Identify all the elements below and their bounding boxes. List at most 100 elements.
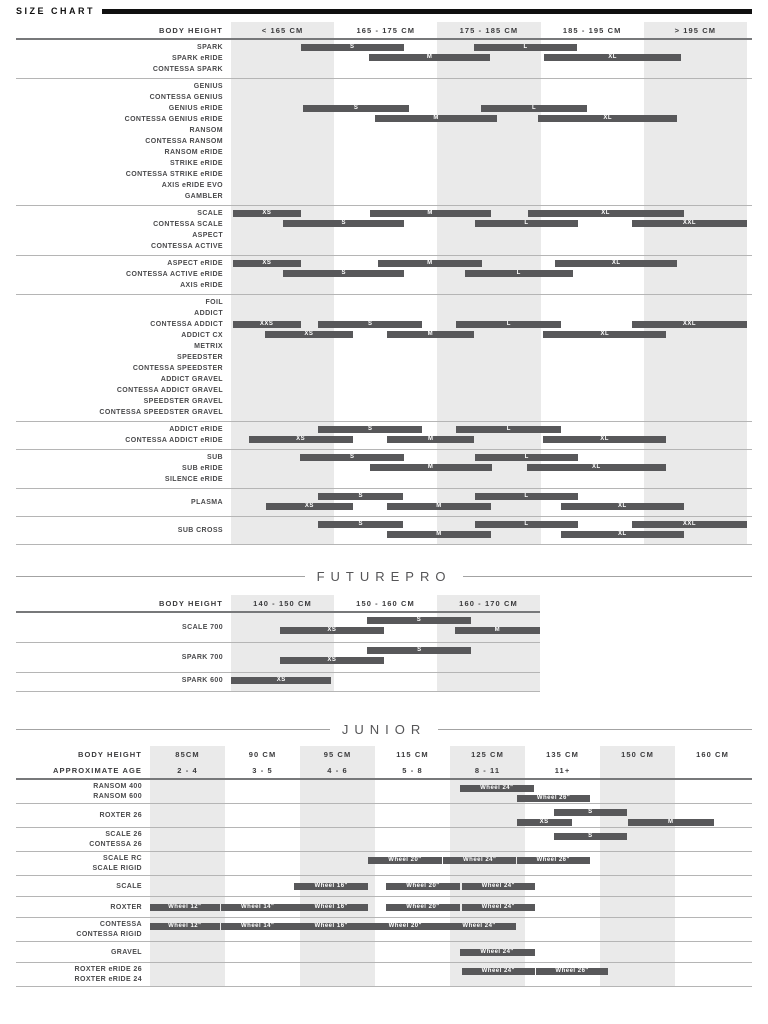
column-header: 185 - 195 CM [562,25,622,35]
chart-sections: BODY HEIGHT < 165 CM 165 - 175 CM 175 - 185… [16,22,753,987]
model-label: SPARK 600 [181,677,223,684]
age-header: 5 - 8 [402,765,423,775]
model-labels: ROXTER 26 [16,804,150,827]
model-group: SUB SUB eRIDE SILENCE eRIDE S M L XL [16,450,752,489]
model-group: FOIL ADDICT CONTESSA ADDICT ADDICT CX METRIX… [16,295,752,422]
model-label: CONTESSA STRIKE eRIDE [125,171,223,178]
model-label: RANSOM 600 [93,793,142,800]
model-label: CONTESSA ADDICT GRAVEL [116,387,223,394]
model-group: GRAVEL Wheel 24" [16,942,752,963]
size-bar: XS [231,677,332,684]
column-header: 135 CM [546,749,579,759]
size-bar: XL [555,260,678,267]
size-chart-area: Wheel 12" Wheel 14" Wheel 16" Wheel 20" Whee… [150,918,750,941]
size-chart-area: Wheel 24" [150,942,750,962]
size-bar: M [387,330,474,338]
size-bar: XXL [631,521,747,528]
size-bar: XS [248,435,353,443]
size-chart-area: Wheel 16" Wheel 20" Wheel 24" [150,876,750,896]
model-group: RANSOM 400 RANSOM 600 Wheel 24" Wheel 26" [16,780,752,804]
column-header: 160 - 170 CM [459,598,518,608]
size-bar: XS [233,210,301,217]
model-group: ROXTER eRIDE 26 ROXTER eRIDE 24 Wheel 24" W… [16,963,752,987]
size-bar: L [456,321,562,328]
model-group: SCALE 26 CONTESSA 26 S [16,828,752,852]
model-group: ROXTER 26 S XS M [16,804,752,828]
title-line-right [438,728,753,730]
model-label: RANSOM 400 [93,783,142,790]
model-label: ROXTER [110,903,142,911]
column-stripe [300,746,375,987]
model-label: GAMBLER [184,193,223,200]
size-bar: XXL [631,219,747,227]
wheel-bar: Wheel 14" [221,904,294,911]
model-label: CONTESSA [99,921,142,928]
model-label: CONTESSA SPEEDSTER [132,365,223,372]
model-label: PLASMA [191,498,223,506]
model-label: CONTESSA GENIUS eRIDE [124,116,223,123]
section-title-text: JUNIOR [341,721,427,737]
size-bar: S [300,44,404,51]
model-label: AXIS eRIDE [180,282,223,289]
wheel-bar: Wheel 26" [535,968,609,975]
size-chart-area: S [150,828,750,851]
header-rule [16,611,540,613]
size-bar: S [318,321,423,328]
model-labels: SCALE CONTESSA SCALE ASPECT CONTESSA ACTIVE [16,206,231,255]
header-rule [16,778,752,780]
wheel-bar: Wheel 24" [462,904,535,911]
model-labels: GENIUS CONTESSA GENIUS GENIUS eRIDE CONTESS… [16,79,231,205]
model-labels: SCALE 26 CONTESSA 26 [16,828,150,851]
model-label: GENIUS [193,83,223,90]
model-label: ADDICT GRAVEL [160,376,223,383]
size-bar: S [300,454,405,461]
size-bar: M [377,260,483,267]
section-futurepro: BODY HEIGHT 140 - 150 CM 150 - 160 CM 160 -… [16,595,752,692]
model-labels: FOIL ADDICT CONTESSA ADDICT ADDICT CX METRIX… [16,295,231,421]
age-header: 11+ [554,765,571,775]
model-label: RANSOM [189,127,223,134]
wheel-bar: Wheel 24" [462,968,535,975]
header-rule-bar [102,8,752,14]
model-label: GENIUS eRIDE [168,105,223,112]
column-header: 95 CM [323,749,352,759]
wheel-bar: Wheel 14" [221,923,294,930]
model-label: CONTESSA SCALE [153,221,223,228]
size-bar: M [375,114,497,122]
column-header: 140 - 150 CM [253,598,312,608]
size-bar: XL [538,114,678,122]
model-label: STRIKE eRIDE [169,160,223,167]
page-header: SIZE CHART [16,0,752,16]
model-labels: ROXTER eRIDE 26 ROXTER eRIDE 24 [16,963,150,986]
size-bar: XL [561,502,684,510]
size-bar: XL [544,53,681,61]
model-label: RANSOM eRIDE [164,149,223,156]
size-bar: XS [279,656,384,664]
size-bar: S [553,833,627,840]
column-header: < 165 CM [261,25,304,35]
column-header: 175 - 185 CM [459,25,519,35]
size-bar: XXS [232,321,301,328]
body-height-label: BODY HEIGHT [77,749,142,759]
model-labels: SPARK 600 [16,673,231,691]
body-height-label: BODY HEIGHT [158,598,223,608]
size-bar: XS [265,330,353,338]
model-labels: PLASMA [16,489,231,516]
wheel-bar: Wheel 24" [462,883,535,890]
size-bar: S [303,105,409,112]
size-bar: L [464,269,573,277]
wheel-bar: Wheel 24" [442,923,516,930]
age-header: 3 - 5 [252,765,273,775]
size-chart-area: S XS M [231,613,540,642]
size-chart-area: Wheel 24" Wheel 26" [150,963,750,986]
size-chart-area: XS [231,673,540,691]
model-labels: SCALE RC SCALE RIGID [16,852,150,875]
model-label: CONTESSA SPEEDSTER GRAVEL [99,409,223,416]
column-header: 150 CM [621,749,654,759]
size-chart-area: S M L XL [231,79,747,205]
size-chart-area: S M L XL XXL [231,517,747,544]
model-label: AXIS eRIDE EVO [161,182,223,189]
size-bar: M [627,818,714,826]
model-label: CONTESSA RIGID [76,931,142,938]
size-chart-area: XS S M L XL [231,256,747,294]
